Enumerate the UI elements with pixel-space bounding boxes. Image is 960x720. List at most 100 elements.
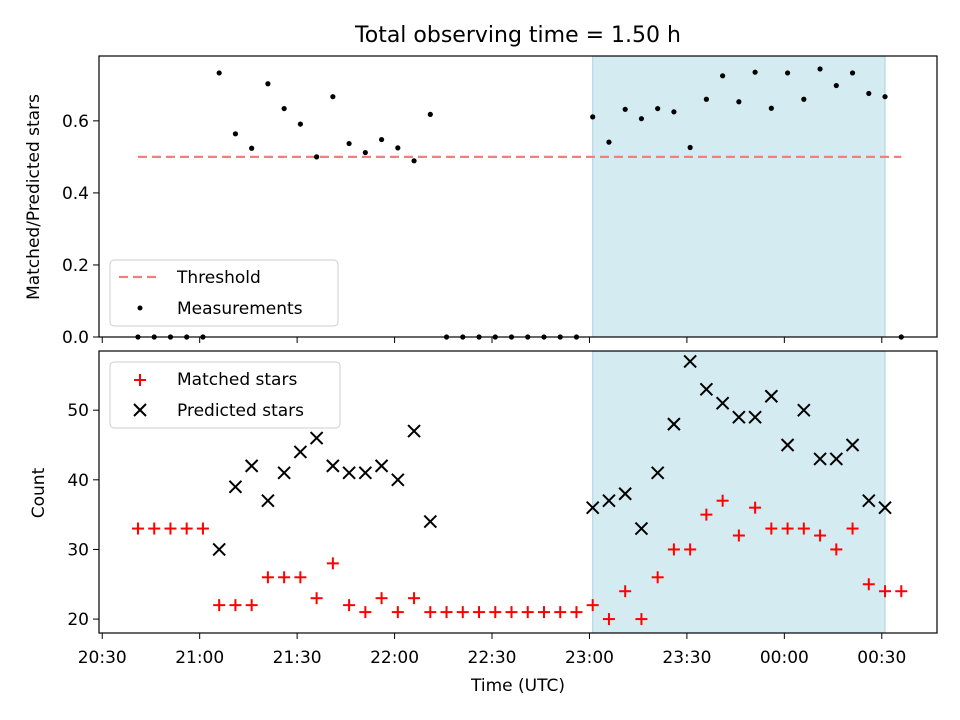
y-tick-label: 40 — [67, 471, 89, 491]
predicted-star-point — [715, 396, 730, 410]
matched-star-point — [131, 522, 144, 535]
y-tick-label: 0.2 — [62, 256, 89, 276]
matched-star-point — [473, 606, 486, 619]
matched-star-point — [700, 508, 713, 521]
matched-star-point — [895, 585, 908, 598]
predicted-star-point — [797, 403, 811, 417]
legend-matched-label: Matched stars — [177, 370, 297, 390]
measurement-point — [655, 105, 661, 112]
measurement-point — [817, 66, 823, 72]
x-tick-label: 22:00 — [370, 648, 419, 668]
matched-star-point — [310, 592, 323, 605]
bottom-panel-xticks: 20:30 21:00 21:30 22:00 22:30 23:00 23:30 00:00… — [78, 633, 906, 668]
predicted-star-point — [699, 382, 714, 397]
matched-star-point — [651, 571, 664, 584]
matched-star-point — [391, 606, 404, 619]
bottom-panel-frame — [98, 350, 938, 634]
matched-star-point — [456, 606, 469, 619]
measurement-point — [216, 70, 222, 76]
predicted-star-point — [748, 410, 762, 424]
predicted-star-point — [261, 493, 275, 508]
predicted-star-point — [293, 445, 308, 459]
matched-star-point — [749, 501, 762, 514]
measurement-point — [590, 114, 596, 120]
top-legend-box — [109, 259, 339, 327]
predicted-star-point — [618, 487, 632, 501]
matched-star-point — [278, 571, 291, 584]
predicted-star-point — [309, 431, 324, 445]
matched-star-point — [732, 529, 745, 542]
matched-star-point — [196, 522, 209, 535]
y-tick-label: 20 — [67, 610, 89, 630]
matched-star-point — [213, 599, 226, 612]
x-tick-label: 21:30 — [273, 648, 322, 668]
top-panel-ylabel: Matched/Predicted stars — [24, 94, 44, 300]
matched-star-point — [343, 599, 356, 612]
measurement-point — [265, 81, 271, 87]
y-tick-label: 0.6 — [62, 112, 89, 132]
matched-star-point — [489, 606, 502, 619]
legend-predicted-swatch — [133, 403, 147, 417]
predicted-star-point — [585, 500, 600, 515]
predicted-star-point — [650, 466, 665, 480]
predicted-star-point — [374, 459, 389, 473]
predicted-star-point — [391, 473, 405, 487]
measurement-point — [606, 139, 612, 145]
bottom-panel-span — [592, 350, 886, 634]
matched-star-point — [635, 613, 648, 626]
matched-star-point — [814, 529, 827, 542]
legend-threshold-label: Threshold — [176, 268, 261, 288]
matched-star-point — [229, 599, 242, 612]
matched-star-point — [294, 571, 307, 584]
matched-star-point — [716, 494, 729, 507]
top-panel-xticks — [101, 337, 883, 343]
matched-star-point — [765, 522, 778, 535]
measurement-point — [882, 94, 888, 100]
measurement-point — [866, 90, 872, 97]
x-tick-label: 22:30 — [468, 648, 517, 668]
predicted-star-point — [667, 417, 681, 431]
matched-star-point — [846, 522, 859, 535]
top-panel-plot — [135, 66, 904, 340]
measurement-point — [801, 96, 807, 102]
measurement-point — [346, 140, 352, 147]
measurement-point — [720, 73, 726, 79]
matched-star-point — [554, 606, 567, 619]
predicted-star-point — [228, 480, 243, 494]
legend-predicted-label: Predicted stars — [177, 401, 304, 421]
predicted-star-point — [878, 500, 892, 515]
matched-star-point — [781, 522, 794, 535]
predicted-star-point — [358, 466, 373, 480]
predicted-star-point — [326, 459, 340, 473]
matched-star-point — [586, 599, 599, 612]
predicted-star-point — [342, 466, 356, 480]
legend-measurements-label: Measurements — [177, 299, 303, 319]
matched-star-point — [408, 592, 421, 605]
top-panel-frame — [98, 55, 938, 338]
matched-star-point — [375, 592, 388, 605]
x-tick-label: 00:30 — [857, 648, 906, 668]
y-tick-label: 0.4 — [62, 184, 89, 204]
matched-star-point — [440, 606, 453, 619]
matched-star-point — [164, 522, 177, 535]
predicted-star-point — [423, 514, 438, 529]
y-tick-label: 50 — [67, 401, 89, 421]
measurement-point — [752, 69, 758, 75]
measurement-point — [784, 70, 791, 76]
measurement-point — [638, 116, 645, 122]
measurement-point — [687, 144, 693, 151]
measurement-point — [849, 70, 856, 76]
y-tick-label: 30 — [67, 540, 89, 560]
measurement-point — [395, 145, 401, 151]
matched-star-point — [261, 571, 274, 584]
predicted-star-point — [407, 424, 421, 438]
matched-star-point — [570, 606, 583, 619]
x-tick-label: 21:00 — [175, 648, 224, 668]
matched-star-point — [521, 606, 534, 619]
predicted-star-point — [813, 452, 827, 466]
matched-star-point — [684, 543, 697, 556]
x-axis-label: Time (UTC) — [470, 676, 565, 696]
predicted-star-point — [683, 354, 697, 369]
x-tick-label: 23:00 — [565, 648, 614, 668]
measurement-point — [232, 131, 239, 137]
